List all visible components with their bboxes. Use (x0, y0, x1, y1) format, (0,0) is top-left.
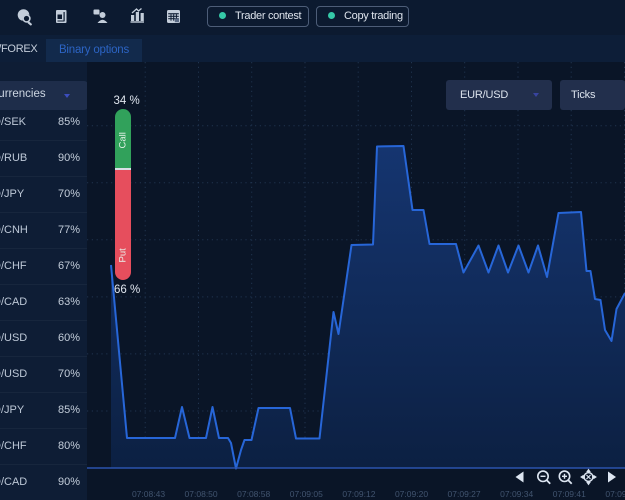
svg-text:07:08:43: 07:08:43 (132, 489, 165, 499)
svg-text:07:09:12: 07:09:12 (342, 489, 375, 499)
svg-text:07:09:48: 07:09:48 (605, 489, 625, 499)
svg-text:07:09:05: 07:09:05 (290, 489, 323, 499)
svg-text:07:09:41: 07:09:41 (553, 489, 586, 499)
svg-text:07:09:27: 07:09:27 (448, 489, 481, 499)
svg-text:07:09:34: 07:09:34 (500, 489, 533, 499)
svg-text:07:09:20: 07:09:20 (395, 489, 428, 499)
svg-text:07:08:50: 07:08:50 (185, 489, 218, 499)
svg-text:07:08:58: 07:08:58 (237, 489, 270, 499)
